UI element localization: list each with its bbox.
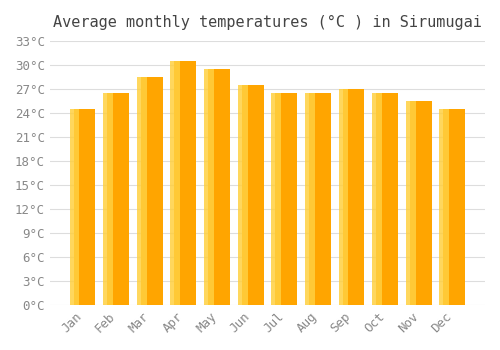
Bar	[238, 85, 248, 305]
Bar	[70, 109, 80, 305]
Bar	[444, 109, 465, 305]
Bar	[376, 93, 398, 305]
Bar	[174, 61, 197, 305]
Bar	[137, 77, 146, 305]
Bar	[410, 101, 432, 305]
Bar	[74, 109, 96, 305]
Bar	[342, 89, 364, 305]
Bar	[372, 93, 382, 305]
Bar	[406, 101, 415, 305]
Bar	[440, 109, 450, 305]
Bar	[107, 93, 129, 305]
Title: Average monthly temperatures (°C ) in Sirumugai: Average monthly temperatures (°C ) in Si…	[53, 15, 482, 30]
Bar	[208, 69, 230, 305]
Bar	[305, 93, 315, 305]
Bar	[242, 85, 264, 305]
Bar	[141, 77, 163, 305]
Bar	[272, 93, 281, 305]
Bar	[276, 93, 297, 305]
Bar	[104, 93, 113, 305]
Bar	[338, 89, 348, 305]
Bar	[204, 69, 214, 305]
Bar	[170, 61, 180, 305]
Bar	[309, 93, 330, 305]
